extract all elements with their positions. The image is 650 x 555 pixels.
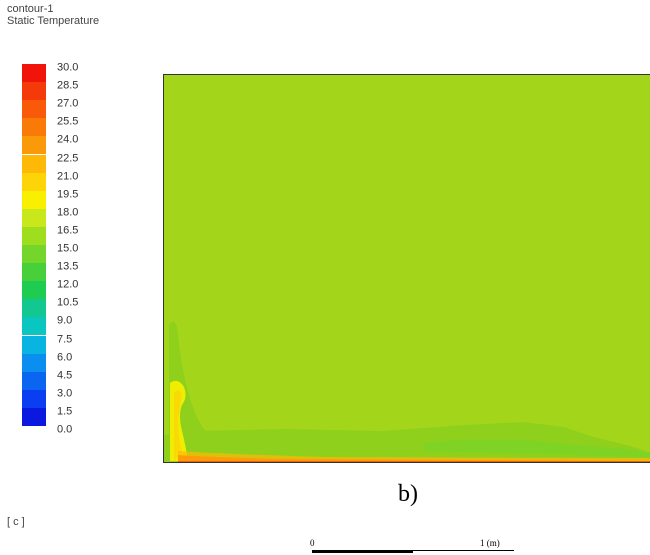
legend-tick-label: 27.0 <box>57 97 79 110</box>
legend-swatch <box>22 317 46 336</box>
legend-swatch <box>22 407 46 426</box>
legend-swatch <box>22 208 46 227</box>
legend-swatch <box>22 371 46 390</box>
legend-swatch <box>22 190 46 209</box>
scale-segment-light <box>413 550 514 553</box>
contour-plot[interactable] <box>163 74 650 463</box>
legend-tick-label: 0.0 <box>57 423 73 436</box>
legend-tick-label: 7.5 <box>57 333 73 345</box>
legend-swatch <box>22 118 46 137</box>
legend-tick-label: 15.0 <box>57 242 79 255</box>
legend-tick-label: 6.0 <box>57 351 73 364</box>
legend-tick-label: 30.0 <box>57 61 79 74</box>
figure-caption: b) <box>398 481 418 507</box>
legend-tick-label: 4.5 <box>57 369 73 382</box>
legend-tick-label: 16.5 <box>57 224 79 237</box>
legend-swatch <box>22 226 46 245</box>
legend-tick-label: 22.5 <box>57 152 79 164</box>
legend-tick-label: 1.5 <box>57 405 73 418</box>
contour-name: contour-1 <box>7 3 54 15</box>
legend-swatch <box>22 82 46 101</box>
legend-tick-label: 9.0 <box>57 314 73 327</box>
legend-swatch <box>22 100 46 119</box>
legend-tick-label: 12.0 <box>57 278 79 291</box>
legend-swatch <box>22 389 46 408</box>
legend-unit: [ c ] <box>7 516 25 528</box>
contour-field <box>164 321 650 462</box>
legend-swatch <box>22 263 46 282</box>
legend-tick-label: 10.5 <box>57 296 79 309</box>
scale-bar-graphic <box>312 550 514 553</box>
scale-segment-dark <box>312 550 413 553</box>
legend-tick-label: 21.0 <box>57 170 79 183</box>
legend-tick-label: 18.0 <box>57 206 79 219</box>
legend-tick-label: 24.0 <box>57 133 79 146</box>
legend-swatch <box>22 172 46 191</box>
legend-swatch <box>22 335 46 354</box>
legend-swatch <box>22 353 46 372</box>
legend-tick-label: 25.5 <box>57 115 79 128</box>
contour-title: contour-1 Static Temperature <box>7 3 99 27</box>
legend-swatch <box>22 64 46 83</box>
scale-label-start: 0 <box>310 538 315 548</box>
legend-swatch <box>22 281 46 300</box>
scale-bar: 0 1 (m) <box>310 538 514 554</box>
legend-swatch <box>22 136 46 155</box>
variable-name: Static Temperature <box>7 15 100 27</box>
legend-swatch <box>22 154 46 173</box>
scale-label-end: 1 (m) <box>480 538 500 548</box>
legend-tick-label: 3.0 <box>57 387 73 400</box>
legend-tick-label: 19.5 <box>57 188 79 201</box>
legend-tick-label: 28.5 <box>57 79 79 92</box>
legend-swatch <box>22 245 46 264</box>
legend-swatch <box>22 299 46 318</box>
legend-tick-label: 13.5 <box>57 260 79 273</box>
